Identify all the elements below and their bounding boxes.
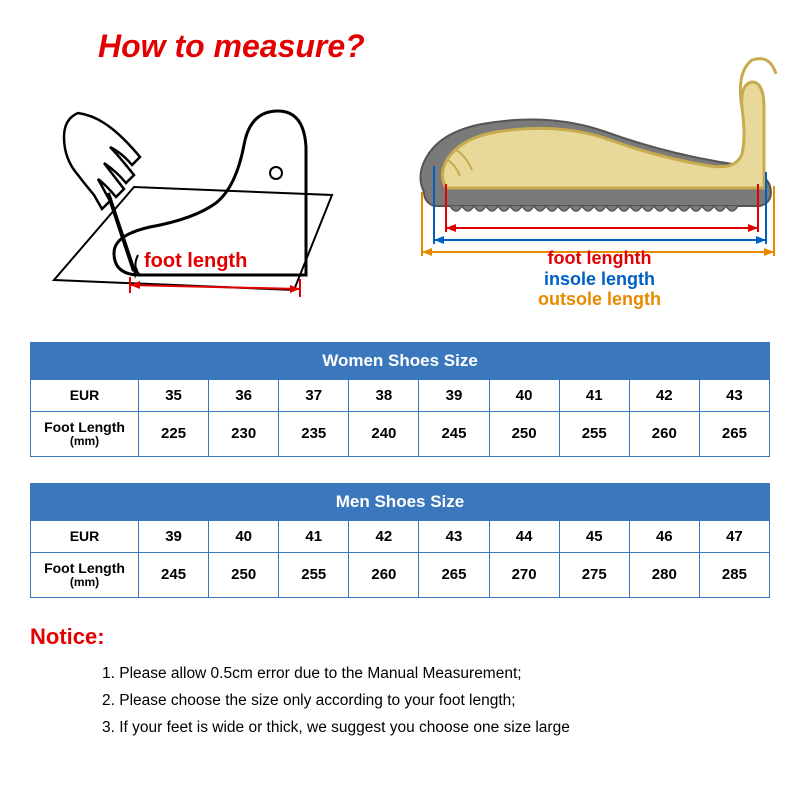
women-mm-cell: 230 <box>209 412 279 457</box>
women-mm-cell: 265 <box>699 412 769 457</box>
men-mm-cell: 245 <box>139 552 209 597</box>
men-eur-label: EUR <box>31 520 139 552</box>
table-row: EUR 39 40 41 42 43 44 45 46 47 <box>31 520 770 552</box>
page-title: How to measure? <box>98 28 365 65</box>
header-diagrams: How to measure? foot length <box>30 20 770 330</box>
size-tables: Women Shoes Size EUR 35 36 37 38 39 40 4… <box>30 342 770 598</box>
men-footlen-label: Foot Length (mm) <box>31 552 139 597</box>
women-footlen-label: Foot Length (mm) <box>31 412 139 457</box>
men-mm-cell: 280 <box>629 552 699 597</box>
table-row: Foot Length (mm) 225 230 235 240 245 250… <box>31 412 770 457</box>
notice-section: Notice: 1. Please allow 0.5cm error due … <box>30 624 770 741</box>
women-mm-cell: 260 <box>629 412 699 457</box>
women-eur-cell: 43 <box>699 380 769 412</box>
men-mm-cell: 255 <box>279 552 349 597</box>
foot-length-text: Foot Length <box>44 560 125 576</box>
foot-length-text: Foot Length <box>44 419 125 435</box>
notice-item: 1. Please allow 0.5cm error due to the M… <box>102 660 770 687</box>
notice-list: 1. Please allow 0.5cm error due to the M… <box>30 660 770 741</box>
men-eur-cell: 47 <box>699 520 769 552</box>
notice-title: Notice: <box>30 624 770 650</box>
foot-length-unit: (mm) <box>33 576 136 590</box>
women-eur-cell: 40 <box>489 380 559 412</box>
men-eur-cell: 43 <box>419 520 489 552</box>
women-mm-cell: 235 <box>279 412 349 457</box>
men-mm-cell: 260 <box>349 552 419 597</box>
men-mm-cell: 285 <box>699 552 769 597</box>
men-eur-cell: 41 <box>279 520 349 552</box>
legend-insole-length: insole length <box>538 269 661 290</box>
foot-length-unit: (mm) <box>33 435 136 449</box>
foot-length-label: foot length <box>144 250 247 273</box>
legend-outsole-length: outsole length <box>538 289 661 310</box>
men-mm-cell: 270 <box>489 552 559 597</box>
table-row: Foot Length (mm) 245 250 255 260 265 270… <box>31 552 770 597</box>
men-mm-cell: 250 <box>209 552 279 597</box>
women-eur-label: EUR <box>31 380 139 412</box>
women-eur-cell: 39 <box>419 380 489 412</box>
men-eur-cell: 45 <box>559 520 629 552</box>
women-mm-cell: 240 <box>349 412 419 457</box>
women-mm-cell: 250 <box>489 412 559 457</box>
women-eur-cell: 36 <box>209 380 279 412</box>
men-mm-cell: 275 <box>559 552 629 597</box>
men-eur-cell: 39 <box>139 520 209 552</box>
men-mm-cell: 265 <box>419 552 489 597</box>
women-eur-cell: 41 <box>559 380 629 412</box>
women-eur-cell: 35 <box>139 380 209 412</box>
women-eur-cell: 38 <box>349 380 419 412</box>
diagram-legend: foot lenghth insole length outsole lengt… <box>538 248 661 310</box>
notice-item: 2. Please choose the size only according… <box>102 687 770 714</box>
notice-item: 3. If your feet is wide or thick, we sug… <box>102 714 770 741</box>
women-eur-cell: 42 <box>629 380 699 412</box>
women-table-title: Women Shoes Size <box>31 343 770 380</box>
legend-foot-length: foot lenghth <box>538 248 661 269</box>
men-size-table: Men Shoes Size EUR 39 40 41 42 43 44 45 … <box>30 483 770 598</box>
women-eur-cell: 37 <box>279 380 349 412</box>
men-eur-cell: 46 <box>629 520 699 552</box>
women-mm-cell: 255 <box>559 412 629 457</box>
table-row: EUR 35 36 37 38 39 40 41 42 43 <box>31 380 770 412</box>
men-eur-cell: 40 <box>209 520 279 552</box>
men-table-title: Men Shoes Size <box>31 483 770 520</box>
women-size-table: Women Shoes Size EUR 35 36 37 38 39 40 4… <box>30 342 770 457</box>
men-eur-cell: 42 <box>349 520 419 552</box>
women-mm-cell: 225 <box>139 412 209 457</box>
men-eur-cell: 44 <box>489 520 559 552</box>
women-mm-cell: 245 <box>419 412 489 457</box>
